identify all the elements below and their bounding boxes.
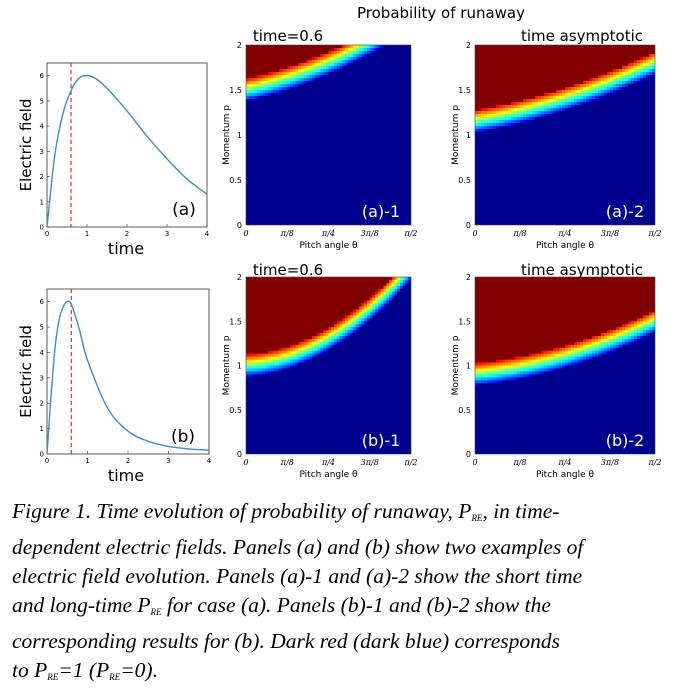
- y-tick-label: 6: [40, 298, 45, 306]
- y-tick-label: 0: [40, 451, 44, 459]
- y-tick-label: 1: [40, 198, 44, 206]
- heatmap-image: [475, 45, 656, 226]
- y-tick-label: 2: [40, 173, 44, 181]
- x-tick-label: 2: [126, 457, 130, 465]
- x-tick-label: 3: [165, 230, 169, 238]
- y-axis-label: Electric field: [17, 99, 35, 192]
- y-tick-label: 6: [40, 72, 45, 80]
- line-panel-a: 0 1 2 3 4 0 1 2 3 4 5 6 (a) time Electric field: [17, 63, 210, 258]
- heatmap-panel-a1: 0 π/8 π/4 3π/8 π/2 0 0.5 1 1.5 2 Pitch angle θ Mome…: [222, 27, 418, 251]
- x-tick-label: 1: [85, 457, 89, 465]
- y-tick-label: 0: [40, 224, 44, 232]
- figure-1: Probability of runaway 0 1 2 3 4 0 1 2 3 4 5 6 (a) ti…: [0, 0, 673, 490]
- figure-suptitle: Probability of runaway: [357, 4, 525, 22]
- x-tick-label: π/4: [321, 229, 335, 238]
- y-tick-label: 5: [40, 97, 44, 105]
- x-axis-label: time: [108, 239, 144, 258]
- y-tick-label: 5: [40, 324, 44, 332]
- y-axis-label: Momentum p: [222, 105, 232, 165]
- panel-title: time=0.6: [253, 27, 323, 45]
- x-tick-label: π/8: [280, 229, 294, 238]
- x-tick-label: 2: [125, 230, 129, 238]
- x-tick-label: 3π/8: [361, 229, 379, 238]
- y-tick-label: 1: [237, 131, 242, 140]
- y-tick-label: 3: [40, 374, 44, 382]
- x-tick-label: 0: [45, 230, 49, 238]
- y-tick-label: 3: [40, 148, 44, 156]
- y-tick-label: 0.5: [229, 176, 242, 185]
- x-tick-label: π/2: [403, 229, 417, 238]
- x-axis-label: time: [108, 466, 144, 485]
- x-tick-label: 1: [85, 230, 89, 238]
- y-tick-label: 1.5: [229, 86, 242, 95]
- y-tick-label: 1: [40, 425, 44, 433]
- y-tick-label: 2: [237, 41, 242, 50]
- y-tick-label: 4: [40, 123, 45, 131]
- x-tick-label: 4: [205, 230, 210, 238]
- line-panel-b: 0 1 2 3 4 0 1 2 3 4 5 6 (b) time Electric field: [17, 289, 212, 485]
- panel-tag: (b): [171, 427, 195, 447]
- x-tick-label: 0: [243, 229, 248, 238]
- x-tick-label: 3: [166, 457, 170, 465]
- y-tick-label: 0: [237, 221, 242, 230]
- x-axis-label: Pitch angle θ: [299, 241, 358, 251]
- panel-tag: (a): [172, 200, 196, 220]
- x-tick-label: 4: [207, 457, 212, 465]
- y-tick-label: 4: [40, 349, 45, 357]
- panel-tag: (a)-1: [362, 202, 400, 221]
- heatmap-image: [246, 45, 412, 226]
- x-tick-label: 0: [45, 457, 49, 465]
- y-tick-label: 2: [40, 400, 44, 408]
- y-axis-label: Electric field: [17, 325, 35, 418]
